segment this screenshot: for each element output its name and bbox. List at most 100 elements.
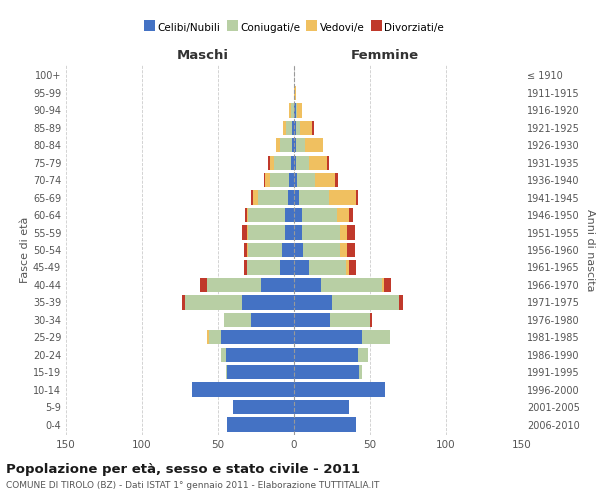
Bar (383, 278, 391, 292)
Bar (221, 330, 294, 344)
Bar (288, 190, 294, 205)
Bar (185, 295, 242, 310)
Bar (349, 260, 356, 274)
Bar (244, 260, 247, 274)
Text: COMUNE DI TIROLO (BZ) - Dati ISTAT 1° gennaio 2011 - Elaborazione TUTTITALIA.IT: COMUNE DI TIROLO (BZ) - Dati ISTAT 1° ge… (6, 481, 379, 490)
Bar (289, 103, 291, 118)
Bar (331, 312, 370, 327)
Bar (286, 120, 292, 135)
Bar (274, 156, 291, 170)
Bar (242, 226, 247, 239)
Bar (285, 208, 294, 222)
Bar (297, 173, 315, 188)
Bar (294, 156, 296, 170)
Bar (251, 190, 253, 205)
Bar (382, 278, 383, 292)
Bar (192, 382, 294, 397)
Bar (247, 226, 248, 239)
Bar (294, 208, 302, 222)
Bar (362, 330, 390, 344)
Bar (209, 330, 221, 344)
Bar (294, 278, 322, 292)
Bar (248, 226, 285, 239)
Bar (251, 312, 294, 327)
Bar (248, 208, 285, 222)
Bar (294, 400, 349, 414)
Bar (226, 365, 227, 380)
Bar (294, 173, 297, 188)
Bar (347, 226, 355, 239)
Bar (299, 190, 329, 205)
Bar (245, 208, 247, 222)
Bar (294, 103, 296, 118)
Bar (285, 226, 294, 239)
Bar (340, 243, 347, 257)
Bar (269, 156, 274, 170)
Bar (329, 190, 356, 205)
Bar (294, 348, 358, 362)
Bar (296, 103, 297, 118)
Bar (337, 208, 349, 222)
Bar (289, 173, 294, 188)
Bar (302, 208, 337, 222)
Bar (244, 243, 247, 257)
Bar (349, 208, 353, 222)
Bar (276, 138, 280, 152)
Bar (359, 365, 362, 380)
Bar (370, 312, 371, 327)
Bar (242, 295, 294, 310)
Bar (280, 138, 292, 152)
Bar (221, 348, 226, 362)
Bar (291, 156, 294, 170)
Bar (296, 120, 300, 135)
Text: Maschi: Maschi (177, 48, 229, 62)
Legend: Celibi/Nubili, Coniugati/e, Vedovi/e, Divorziati/e: Celibi/Nubili, Coniugati/e, Vedovi/e, Di… (140, 18, 448, 36)
Bar (305, 138, 323, 152)
Bar (356, 190, 358, 205)
Bar (294, 330, 362, 344)
Bar (294, 190, 299, 205)
Bar (269, 173, 289, 188)
Bar (294, 243, 303, 257)
Y-axis label: Fasce di età: Fasce di età (20, 217, 30, 283)
Bar (294, 365, 359, 380)
Bar (309, 260, 346, 274)
Bar (208, 278, 260, 292)
Bar (294, 226, 302, 239)
Bar (312, 120, 314, 135)
Bar (322, 278, 382, 292)
Bar (315, 173, 335, 188)
Y-axis label: Anni di nascita: Anni di nascita (585, 209, 595, 291)
Bar (291, 103, 294, 118)
Bar (268, 156, 269, 170)
Bar (303, 243, 340, 257)
Bar (233, 400, 294, 414)
Bar (302, 226, 340, 239)
Bar (227, 365, 294, 380)
Bar (296, 156, 309, 170)
Bar (347, 243, 355, 257)
Bar (296, 138, 305, 152)
Bar (182, 295, 185, 310)
Bar (300, 120, 312, 135)
Bar (340, 226, 347, 239)
Bar (227, 418, 294, 432)
Bar (294, 260, 309, 274)
Bar (328, 156, 329, 170)
Bar (200, 278, 208, 292)
Bar (247, 260, 280, 274)
Bar (309, 156, 328, 170)
Bar (247, 208, 248, 222)
Bar (253, 190, 257, 205)
Bar (358, 348, 368, 362)
Bar (294, 120, 296, 135)
Bar (247, 243, 248, 257)
Text: Popolazione per età, sesso e stato civile - 2011: Popolazione per età, sesso e stato civil… (6, 462, 360, 475)
Bar (346, 260, 349, 274)
Bar (257, 190, 288, 205)
Bar (224, 312, 251, 327)
Bar (226, 348, 294, 362)
Bar (248, 243, 282, 257)
Bar (282, 243, 294, 257)
Bar (294, 418, 356, 432)
